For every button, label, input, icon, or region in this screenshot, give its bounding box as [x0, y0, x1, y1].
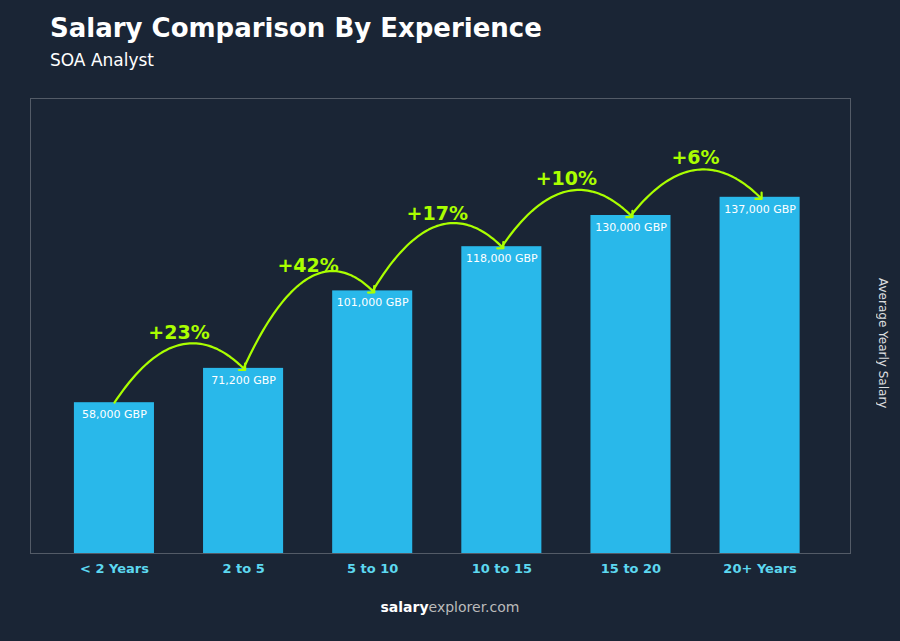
svg-text:118,000 GBP: 118,000 GBP [466, 252, 538, 265]
html-text:salary explorer.com: salary explorer.com [380, 599, 520, 615]
svg-text:10 to 15: 10 to 15 [472, 561, 532, 576]
svg-text:71,200 GBP: 71,200 GBP [211, 374, 276, 387]
svg-text:58,000 GBP: 58,000 GBP [82, 408, 147, 421]
html-text:Average Yearly Salary: Average Yearly Salary [876, 278, 890, 409]
svg-text:2 to 5: 2 to 5 [222, 561, 264, 576]
svg-text:15 to 20: 15 to 20 [601, 561, 661, 576]
html-text:Salary Comparison By Experienc: Salary Comparison By Experience [50, 13, 542, 43]
svg-text:20+ Years: 20+ Years [723, 561, 797, 576]
svg-text:+6%: +6% [671, 146, 719, 168]
svg-text:130,000 GBP: 130,000 GBP [595, 221, 667, 234]
svg-text:+10%: +10% [536, 167, 597, 189]
svg-text:+23%: +23% [148, 321, 209, 343]
html-text:SOA Analyst: SOA Analyst [50, 50, 154, 70]
svg-text:5 to 10: 5 to 10 [347, 561, 398, 576]
svg-text:101,000 GBP: 101,000 GBP [337, 296, 409, 309]
svg-text:+42%: +42% [277, 254, 338, 276]
svg-text:+17%: +17% [407, 202, 468, 224]
svg-text:137,000 GBP: 137,000 GBP [724, 203, 796, 216]
svg-text:< 2 Years: < 2 Years [80, 561, 149, 576]
